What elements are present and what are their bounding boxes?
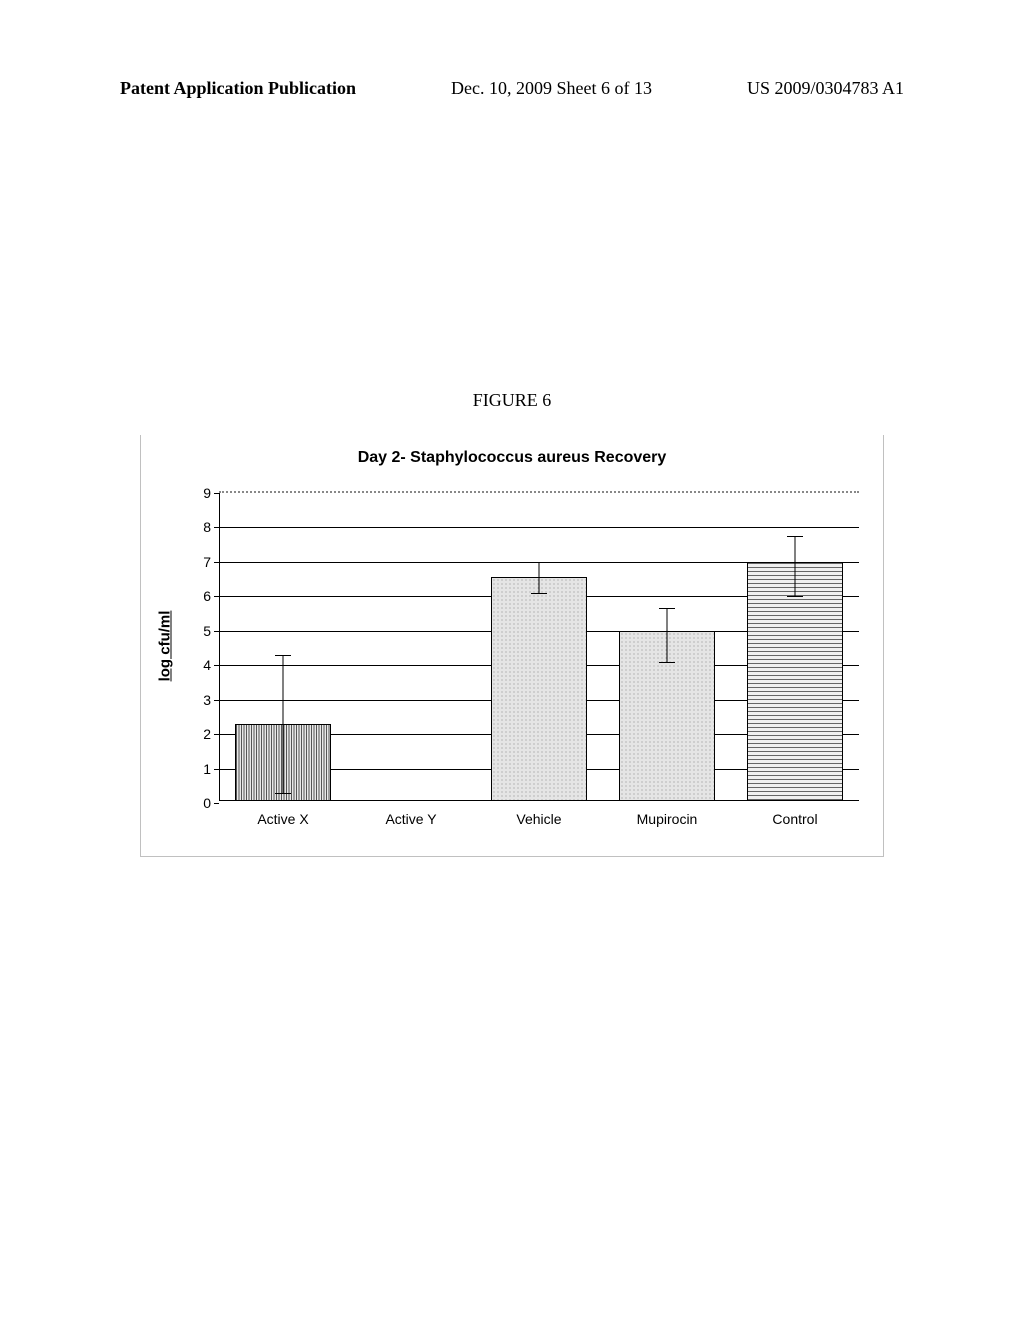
y-tick-label: 6 xyxy=(203,588,211,604)
y-tick-mark xyxy=(214,803,219,804)
y-tick-mark xyxy=(214,665,219,666)
y-tick-mark xyxy=(214,734,219,735)
error-cap-bottom xyxy=(275,793,291,794)
y-tick-mark xyxy=(214,493,219,494)
y-axis xyxy=(219,493,220,801)
y-tick-label: 8 xyxy=(203,519,211,535)
error-cap-top xyxy=(787,536,803,537)
error-bar xyxy=(283,655,284,793)
error-cap-top xyxy=(531,562,547,563)
chart-panel: Day 2- Staphylococcus aureus Recovery lo… xyxy=(140,435,884,857)
header-center: Dec. 10, 2009 Sheet 6 of 13 xyxy=(451,78,652,99)
y-tick-mark xyxy=(214,700,219,701)
y-tick-label: 3 xyxy=(203,692,211,708)
y-tick-label: 9 xyxy=(203,485,211,501)
bar xyxy=(491,577,587,801)
plot-area: 0123456789Active XActive YVehicleMupiroc… xyxy=(219,491,859,801)
error-bar xyxy=(539,562,540,593)
x-tick-label: Active X xyxy=(257,811,308,827)
y-tick-mark xyxy=(214,527,219,528)
header-right: US 2009/0304783 A1 xyxy=(747,78,904,99)
x-tick-label: Active Y xyxy=(385,811,436,827)
y-tick-label: 4 xyxy=(203,657,211,673)
error-bar xyxy=(667,608,668,661)
header-left: Patent Application Publication xyxy=(120,78,356,99)
y-tick-label: 7 xyxy=(203,554,211,570)
x-tick-label: Control xyxy=(772,811,817,827)
y-tick-mark xyxy=(214,596,219,597)
error-cap-top xyxy=(275,655,291,656)
page-header: Patent Application Publication Dec. 10, … xyxy=(0,78,1024,99)
bar xyxy=(747,562,843,801)
error-bar xyxy=(795,536,796,596)
error-cap-bottom xyxy=(531,593,547,594)
y-axis-label: log cfu/ml xyxy=(157,610,174,681)
chart-title: Day 2- Staphylococcus aureus Recovery xyxy=(141,449,883,467)
y-tick-mark xyxy=(214,631,219,632)
y-tick-label: 1 xyxy=(203,761,211,777)
error-cap-bottom xyxy=(787,596,803,597)
grid-line xyxy=(219,527,859,528)
figure-label: FIGURE 6 xyxy=(0,390,1024,411)
x-tick-label: Vehicle xyxy=(516,811,561,827)
y-tick-label: 2 xyxy=(203,726,211,742)
y-tick-mark xyxy=(214,562,219,563)
y-tick-label: 0 xyxy=(203,795,211,811)
y-tick-label: 5 xyxy=(203,623,211,639)
error-cap-top xyxy=(659,608,675,609)
y-tick-mark xyxy=(214,769,219,770)
error-cap-bottom xyxy=(659,662,675,663)
x-tick-label: Mupirocin xyxy=(637,811,698,827)
